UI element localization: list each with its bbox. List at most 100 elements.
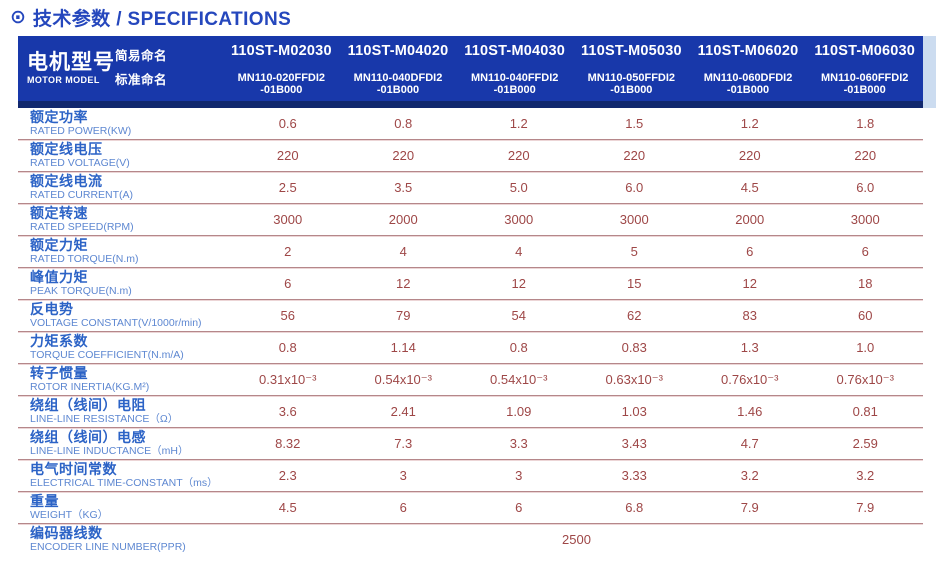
row-label-en: VOLTAGE CONSTANT(V/1000r/min) [30, 317, 202, 329]
cell-value: 0.8 [278, 340, 297, 355]
row-label-cn: 峰值力矩 [30, 269, 88, 285]
row-label-en: ROTOR INERTIA(KG.M²) [30, 381, 150, 393]
cell-value: 3.33 [621, 468, 647, 483]
table-row-torque-coefficient: 力矩系数 TORQUE COEFFICIENT(N.m/A) 0.8 1.14 … [18, 332, 923, 364]
row-label-cn: 额定转速 [30, 205, 88, 221]
column-simple-name: 110ST-M04030 [464, 43, 566, 59]
row-label-en: RATED TORQUE(N.m) [30, 253, 139, 265]
cell-value: 1.03 [621, 404, 647, 419]
row-label-en: ENCODER LINE NUMBER(PPR) [30, 540, 186, 553]
table-header: 电机型号 MOTOR MODEL 简易命名 标准命名 110ST-M02030 … [18, 36, 923, 101]
cell-value: 3000 [619, 212, 649, 227]
cell-value: 2.59 [852, 436, 878, 451]
column-standard-name: MN110-040DFDI2 -01B000 [353, 72, 443, 96]
motor-model-cell: 电机型号 MOTOR MODEL [18, 36, 115, 101]
row-label-cn: 额定线电流 [30, 173, 103, 189]
cell-value: 6 [399, 500, 407, 515]
cell-value: 56 [280, 308, 295, 323]
row-label-en: RATED CURRENT(A) [30, 189, 134, 201]
row-label-en: ELECTRICAL TIME-CONSTANT（ms） [30, 477, 218, 489]
cell-value: 4.7 [740, 436, 759, 451]
table-row-peak-torque: 峰值力矩 PEAK TORQUE(N.m) 6 12 12 15 12 18 [18, 268, 923, 300]
cell-value: 220 [623, 148, 646, 163]
row-label-en: RATED SPEED(RPM) [30, 221, 134, 233]
cell-value: 5 [630, 244, 638, 259]
table-row-rated-voltage: 额定线电压 RATED VOLTAGE(V) 220 220 220 220 2… [18, 140, 923, 172]
motor-model-cn: 电机型号 [27, 51, 115, 74]
row-label-cn: 额定功率 [30, 109, 88, 125]
table-row-rated-current: 额定线电流 RATED CURRENT(A) 2.5 3.5 5.0 6.0 4… [18, 172, 923, 204]
cell-value: 220 [507, 148, 530, 163]
cell-value: 79 [396, 308, 411, 323]
bullet-circle-icon: ⊙ [10, 7, 26, 28]
cell-value: 220 [854, 148, 877, 163]
cell-value: 5.0 [509, 180, 528, 195]
spec-table: 电机型号 MOTOR MODEL 简易命名 标准命名 110ST-M02030 … [18, 36, 936, 554]
cell-value: 7.9 [856, 500, 875, 515]
cell-value: 3.5 [394, 180, 413, 195]
cell-value: 2.3 [278, 468, 297, 483]
table-row-rated-torque: 额定力矩 RATED TORQUE(N.m) 2 4 4 5 6 6 [18, 236, 923, 268]
row-label-cn: 绕组（线间）电阻 [30, 397, 146, 413]
row-label-en: LINE-LINE INDUCTANCE（mH） [30, 445, 189, 457]
cell-value: 62 [627, 308, 642, 323]
cell-value: 1.3 [740, 340, 759, 355]
cell-value: 1.46 [737, 404, 763, 419]
cell-value: 0.76x10⁻³ [721, 371, 779, 387]
row-label-en: LINE-LINE RESISTANCE（Ω） [30, 413, 179, 425]
table-row-electrical-time-constant: 电气时间常数 ELECTRICAL TIME-CONSTANT（ms） 2.3 … [18, 460, 923, 492]
cell-value: 12 [396, 276, 411, 291]
column-standard-name: MN110-050FFDI2 -01B000 [587, 72, 676, 96]
column-standard-name: MN110-020FFDI2 -01B000 [237, 72, 326, 96]
cell-value: 0.31x10⁻³ [259, 371, 317, 387]
cell-value: 3.3 [509, 436, 528, 451]
cell-value: 83 [742, 308, 757, 323]
table-row-line-inductance: 绕组（线间）电感 LINE-LINE INDUCTANCE（mH） 8.32 7… [18, 428, 923, 460]
column-header: 110ST-M04020 MN110-040DFDI2 -01B000 [340, 36, 457, 101]
table-row-rated-speed: 额定转速 RATED SPEED(RPM) 3000 2000 3000 300… [18, 204, 923, 236]
cell-value: 6 [515, 500, 523, 515]
cell-value: 12 [742, 276, 757, 291]
cell-value: 0.63x10⁻³ [605, 371, 663, 387]
cell-value: 0.54x10⁻³ [374, 371, 432, 387]
column-header: 110ST-M04030 MN110-040FFDI2 -01B000 [456, 36, 573, 101]
row-label-cn: 反电势 [30, 301, 74, 317]
row-label-en: RATED VOLTAGE(V) [30, 157, 130, 169]
cell-value: 1.2 [740, 116, 759, 131]
cell-value: 4.5 [740, 180, 759, 195]
section-title: ⊙ 技术参数 / SPECIFICATIONS [0, 0, 943, 36]
cell-value: 3 [515, 468, 523, 483]
cell-value: 4.5 [278, 500, 297, 515]
cell-value: 60 [858, 308, 873, 323]
cell-value: 3.2 [740, 468, 759, 483]
cell-value: 0.76x10⁻³ [836, 371, 894, 387]
row-label-en: TORQUE COEFFICIENT(N.m/A) [30, 349, 184, 361]
name-type-cell: 简易命名 标准命名 [115, 36, 223, 101]
row-label-cn: 力矩系数 [30, 333, 88, 349]
column-simple-name: 110ST-M04020 [347, 43, 449, 59]
cell-value: 1.5 [625, 116, 644, 131]
row-label-en: WEIGHT（KG） [30, 509, 109, 521]
cell-value: 1.0 [856, 340, 875, 355]
cell-value: 6 [861, 244, 869, 259]
cell-value: 6.8 [625, 500, 644, 515]
standard-name-label: 标准命名 [115, 73, 168, 87]
cell-value: 4 [399, 244, 407, 259]
cell-value: 2000 [735, 212, 765, 227]
header-accent-bar [18, 101, 923, 108]
cell-value: 1.14 [390, 340, 416, 355]
column-header: 110ST-M06020 MN110-060DFDI2 -01B000 [690, 36, 807, 101]
column-standard-name: MN110-040FFDI2 -01B000 [470, 72, 559, 96]
cell-value: 7.9 [740, 500, 759, 515]
cell-value: 0.8 [509, 340, 528, 355]
cell-value: 3 [399, 468, 407, 483]
row-label-en: PEAK TORQUE(N.m) [30, 285, 132, 297]
cell-value: 6.0 [856, 180, 875, 195]
table-row-rotor-inertia: 转子惯量 ROTOR INERTIA(KG.M²) 0.31x10⁻³ 0.54… [18, 364, 923, 396]
cell-value: 0.54x10⁻³ [490, 371, 548, 387]
simple-name-label: 简易命名 [115, 49, 168, 63]
table-row-rated-power: 额定功率 RATED POWER(KW) 0.6 0.8 1.2 1.5 1.2… [18, 108, 923, 140]
column-simple-name: 110ST-M06020 [697, 43, 799, 59]
row-label-cn: 额定力矩 [30, 237, 88, 253]
